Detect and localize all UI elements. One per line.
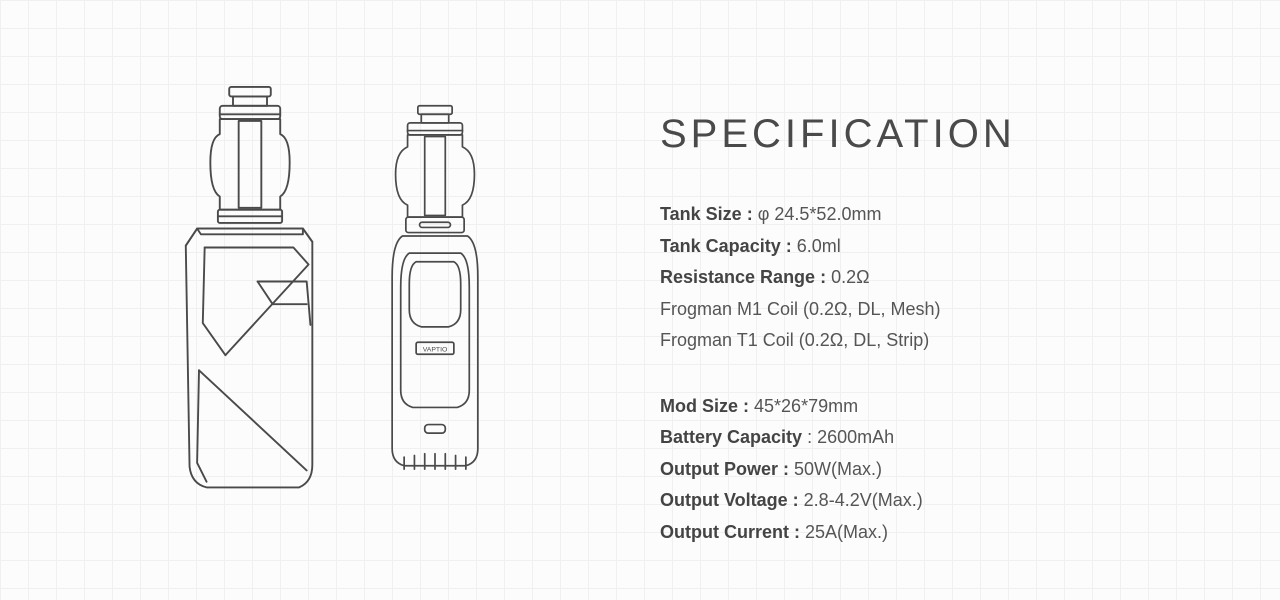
tank-size-label: Tank Size : bbox=[660, 204, 753, 224]
resistance-range-value: 0.2Ω bbox=[831, 267, 869, 287]
resistance-range-label: Resistance Range : bbox=[660, 267, 826, 287]
output-current-label: Output Current : bbox=[660, 522, 800, 542]
battery-value: : 2600mAh bbox=[807, 427, 894, 447]
battery-label: Battery Capacity bbox=[660, 427, 802, 447]
output-voltage-label: Output Voltage : bbox=[660, 490, 799, 510]
tank-capacity-value: 6.0ml bbox=[797, 236, 841, 256]
output-current-value: 25A(Max.) bbox=[805, 522, 888, 542]
mod-size-label: Mod Size : bbox=[660, 396, 749, 416]
device-right-view: VAPTIO bbox=[375, 80, 495, 500]
spec-title: SPECIFICATION bbox=[660, 112, 1240, 157]
brand-label: VAPTIO bbox=[423, 347, 448, 354]
coil-m1: Frogman M1 Coil (0.2Ω, DL, Mesh) bbox=[660, 294, 1240, 326]
device-left-view bbox=[165, 80, 335, 500]
product-line-drawings: VAPTIO bbox=[40, 40, 620, 560]
tank-spec-block: Tank Size : φ 24.5*52.0mm Tank Capacity … bbox=[660, 199, 1240, 357]
output-voltage-value: 2.8-4.2V(Max.) bbox=[804, 490, 923, 510]
coil-t1: Frogman T1 Coil (0.2Ω, DL, Strip) bbox=[660, 325, 1240, 357]
mod-spec-block: Mod Size : 45*26*79mm Battery Capacity :… bbox=[660, 391, 1240, 549]
mod-size-value: 45*26*79mm bbox=[754, 396, 858, 416]
specification-panel: SPECIFICATION Tank Size : φ 24.5*52.0mm … bbox=[620, 12, 1280, 588]
output-power-value: 50W(Max.) bbox=[794, 459, 882, 479]
output-power-label: Output Power : bbox=[660, 459, 789, 479]
tank-capacity-label: Tank Capacity : bbox=[660, 236, 792, 256]
tank-size-value: φ 24.5*52.0mm bbox=[758, 204, 882, 224]
